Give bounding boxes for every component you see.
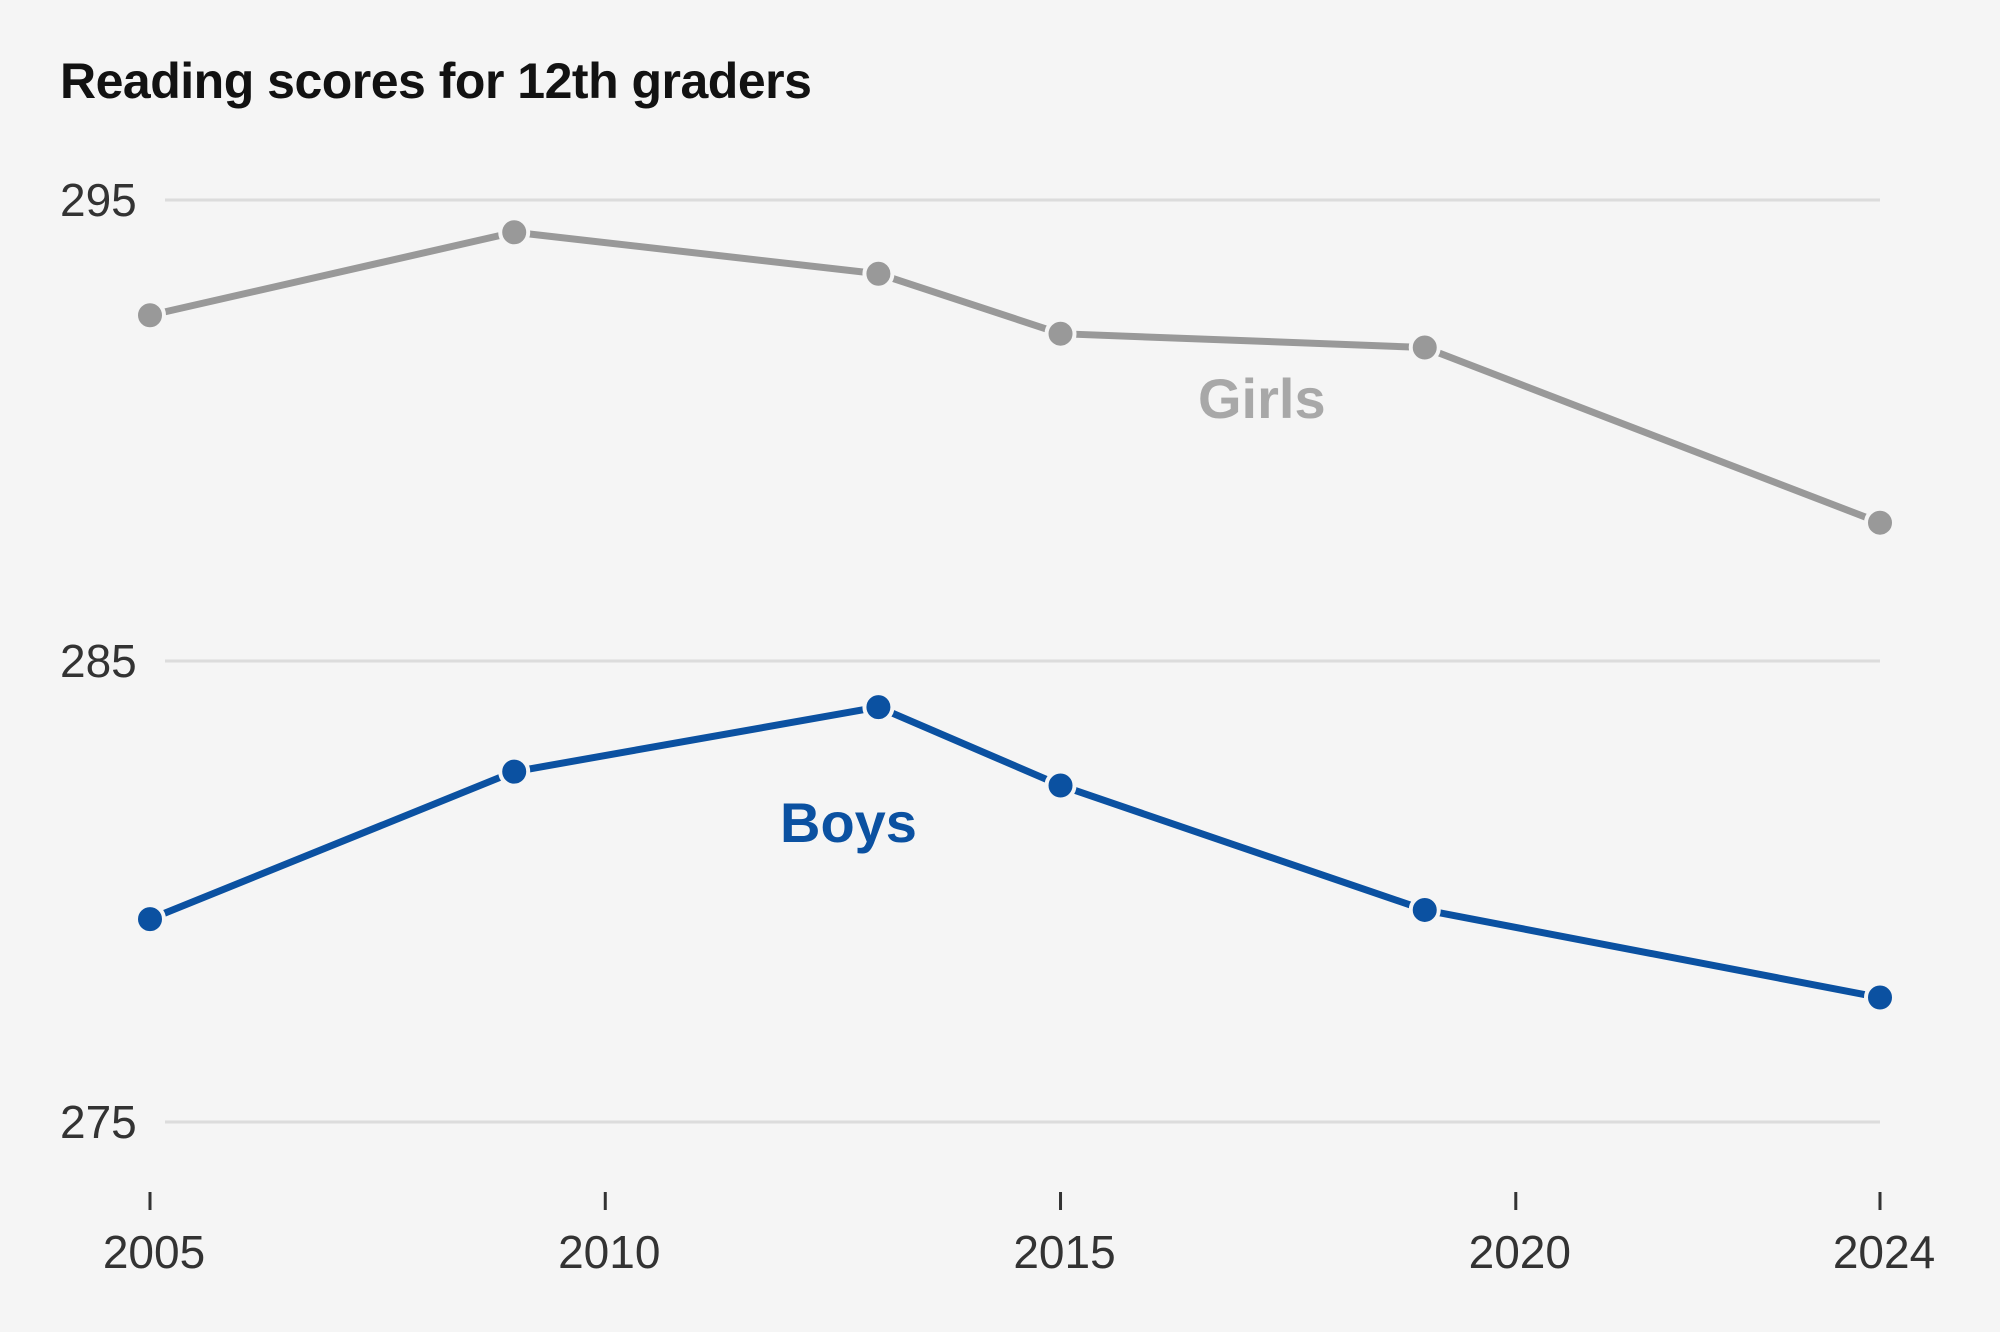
series-line-girls [146,228,1884,527]
data-point-boys [862,691,895,724]
data-point-girls [498,216,531,249]
data-point-girls [1864,506,1896,539]
x-tick-label: 2015 [1013,1226,1115,1278]
x-tick-label: 2020 [1469,1226,1571,1278]
x-tick-label: 2010 [558,1226,660,1278]
series: Girls Boys [134,216,1896,1014]
y-tick-label: 275 [60,1096,137,1148]
x-tick-label: 2024 [1833,1226,1935,1278]
data-point-girls [1044,317,1077,350]
data-point-boys [1864,981,1896,1014]
data-point-girls [134,299,166,332]
data-point-boys [1044,769,1077,802]
gridlines [165,198,1880,1124]
data-point-boys [134,903,166,936]
y-tick-label: 295 [60,174,137,226]
series-line-boys [146,703,1884,1002]
data-point-girls [1408,331,1441,364]
data-point-girls [862,257,895,290]
x-tick-label: 2005 [103,1226,205,1278]
series-label-boys: Boys [780,791,917,854]
y-tick-label: 285 [60,635,137,687]
chart-title: Reading scores for 12th graders [60,53,812,109]
data-point-boys [498,755,531,788]
data-point-boys [1408,893,1441,926]
axes: 295 285 275 2005 2010 2015 2020 2024 [60,174,1935,1278]
series-label-girls: Girls [1198,367,1326,430]
